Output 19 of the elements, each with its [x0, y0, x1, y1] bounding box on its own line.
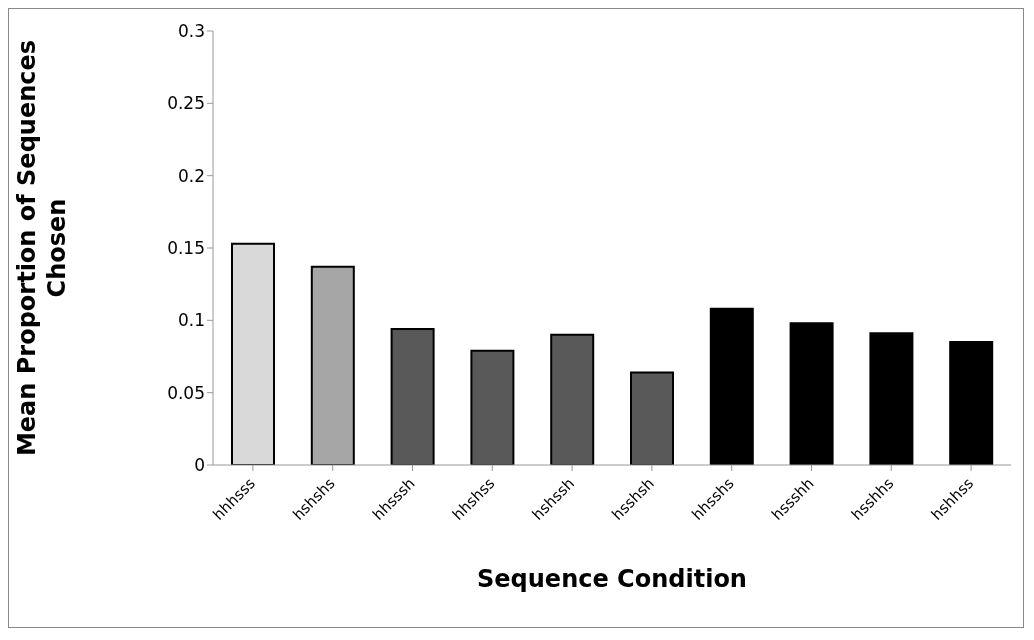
bar [630, 371, 674, 465]
y-tick-label: 0.25 [167, 93, 205, 114]
bar [390, 328, 435, 465]
bar [789, 322, 834, 465]
y-tick-label: 0.3 [177, 21, 205, 42]
bar [709, 307, 754, 465]
bar [231, 242, 275, 465]
y-tick-label: 0.05 [167, 382, 205, 403]
y-tick-label: 0.15 [167, 238, 205, 259]
bar [949, 341, 994, 465]
y-axis-title: Mean Proportion of Sequences Chosen [13, 39, 71, 457]
bar [550, 333, 595, 465]
y-tick-label: 0.2 [177, 165, 205, 186]
y-tick-label: 0.1 [177, 310, 205, 331]
bar [869, 332, 914, 465]
bar [310, 265, 355, 465]
x-axis-title: Sequence Condition [477, 565, 747, 593]
bar [470, 349, 515, 465]
y-tick-label: 0 [194, 455, 205, 476]
